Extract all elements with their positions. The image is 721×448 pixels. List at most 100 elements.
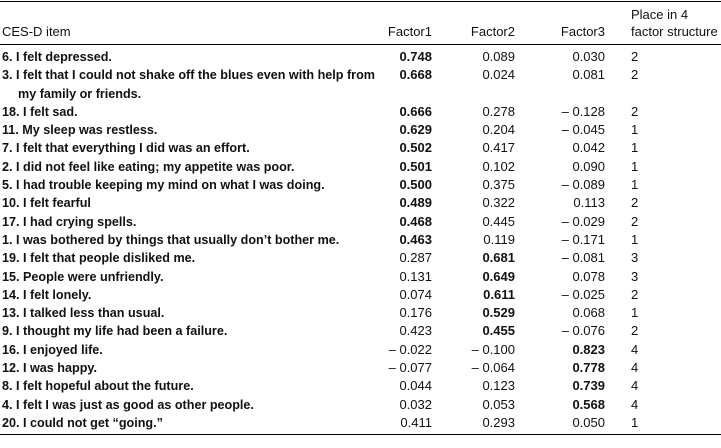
loading-cell: 0.823 bbox=[572, 341, 605, 357]
loading-cell: 0.044 bbox=[399, 378, 432, 394]
loading-cell: 0.681 bbox=[482, 250, 515, 266]
loading-cell: 0.102 bbox=[482, 158, 515, 174]
place-cell: 3 bbox=[631, 268, 639, 284]
place-cell: 4 bbox=[631, 360, 639, 376]
loading-cell: – 0.171 bbox=[561, 231, 605, 247]
loading-cell: – 0.045 bbox=[561, 122, 605, 138]
loading-cell: – 0.025 bbox=[561, 286, 605, 302]
place-cell: 4 bbox=[631, 341, 639, 357]
item-cell: 11. My sleep was restless. bbox=[2, 123, 158, 138]
table-row: 18. I felt sad. 0.666 0.278 – 0.128 2 bbox=[0, 103, 721, 121]
loading-cell: 0.375 bbox=[482, 177, 515, 193]
table-row: 6. I felt depressed. 0.748 0.089 0.030 2 bbox=[0, 45, 721, 67]
loading-cell: 0.629 bbox=[399, 122, 432, 138]
loadings-table: CES-D item Factor1 Factor2 Factor3 Place… bbox=[0, 1, 721, 436]
table-row: 4. I felt I was just as good as other pe… bbox=[0, 396, 721, 414]
item-cell: 16. I enjoyed life. bbox=[2, 342, 103, 357]
loading-cell: 0.176 bbox=[399, 305, 432, 321]
loading-cell: – 0.077 bbox=[388, 360, 432, 376]
loading-cell: 0.050 bbox=[572, 414, 605, 430]
loading-cell: 0.293 bbox=[482, 414, 515, 430]
place-cell: 3 bbox=[631, 250, 639, 266]
loading-cell: 0.089 bbox=[482, 49, 515, 64]
loading-cell: – 0.089 bbox=[561, 177, 605, 193]
loading-cell: 0.668 bbox=[399, 67, 432, 83]
place-cell: 2 bbox=[631, 286, 639, 302]
loading-cell: 0.131 bbox=[399, 268, 432, 284]
place-cell: 2 bbox=[631, 49, 639, 64]
loading-cell: 0.090 bbox=[572, 158, 605, 174]
header-cell: Factor2 bbox=[432, 1, 515, 45]
loading-cell: 0.568 bbox=[572, 396, 605, 412]
loading-cell: – 0.076 bbox=[561, 323, 605, 339]
loading-cell: – 0.022 bbox=[388, 341, 432, 357]
table-row: 15. People were unfriendly. 0.131 0.649 0.0… bbox=[0, 268, 721, 286]
loading-cell: 0.123 bbox=[482, 378, 515, 394]
table-row: 10. I felt fearful 0.489 0.322 0.113 2 bbox=[0, 194, 721, 212]
loading-cell: 0.463 bbox=[399, 231, 432, 247]
loading-cell: 0.024 bbox=[482, 67, 515, 83]
item-cell: 7. I felt that everything I did was an e… bbox=[2, 141, 250, 156]
header-cell: Factor1 bbox=[386, 1, 432, 45]
loading-cell: 0.501 bbox=[399, 158, 432, 174]
loading-cell: – 0.081 bbox=[561, 250, 605, 266]
table-row: 17. I had crying spells. 0.468 0.445 – 0.02… bbox=[0, 213, 721, 231]
loading-cell: 0.278 bbox=[482, 103, 515, 119]
place-cell: 1 bbox=[631, 177, 639, 193]
item-cell: 20. I could not get “going.” bbox=[2, 415, 163, 430]
loading-cell: – 0.064 bbox=[471, 360, 515, 376]
place-cell: 1 bbox=[631, 122, 639, 138]
table-row: 19. I felt that people disliked me. 0.287… bbox=[0, 249, 721, 267]
table-row: 2. I did not feel like eating; my appeti… bbox=[0, 158, 721, 176]
item-cell: 14. I felt lonely. bbox=[2, 287, 92, 302]
header-cell: Factor3 bbox=[515, 1, 605, 45]
loading-cell: – 0.029 bbox=[561, 213, 605, 229]
header-cell: CES-D item bbox=[0, 1, 386, 45]
loading-cell: 0.053 bbox=[482, 396, 515, 412]
table-row: 9. I thought my life had been a failure.… bbox=[0, 322, 721, 340]
place-cell: 1 bbox=[631, 158, 639, 174]
loading-cell: 0.068 bbox=[572, 305, 605, 321]
table-row: 14. I felt lonely. 0.074 0.611 – 0.025 2 bbox=[0, 286, 721, 304]
table-header: CES-D item Factor1 Factor2 Factor3 Place… bbox=[0, 1, 721, 45]
place-cell: 2 bbox=[631, 103, 639, 119]
loading-cell: 0.468 bbox=[399, 213, 432, 229]
table-row: 20. I could not get “going.” 0.411 0.293 0.… bbox=[0, 414, 721, 435]
loading-cell: 0.042 bbox=[572, 140, 605, 156]
loading-cell: 0.502 bbox=[399, 140, 432, 156]
loading-cell: 0.287 bbox=[399, 250, 432, 266]
loading-cell: – 0.100 bbox=[471, 341, 515, 357]
item-cell: 12. I was happy. bbox=[2, 361, 97, 376]
loading-cell: 0.113 bbox=[573, 195, 605, 211]
loading-cell: 0.423 bbox=[399, 323, 432, 339]
item-cell: 6. I felt depressed. bbox=[2, 50, 112, 64]
table-row: 3. I felt that I could not shake off the… bbox=[0, 66, 721, 103]
item-cell: 5. I had trouble keeping my mind on what… bbox=[2, 178, 325, 193]
table-row: 16. I enjoyed life. – 0.022 – 0.100 0.823 4 bbox=[0, 341, 721, 359]
item-cell: 15. People were unfriendly. bbox=[2, 269, 164, 284]
place-cell: 1 bbox=[631, 305, 639, 321]
place-cell: 1 bbox=[631, 414, 639, 430]
loading-cell: 0.411 bbox=[400, 414, 432, 430]
loading-cell: 0.417 bbox=[482, 140, 515, 156]
loading-cell: 0.500 bbox=[399, 177, 432, 193]
table-row: 8. I felt hopeful about the future. 0.044… bbox=[0, 377, 721, 395]
place-cell: 2 bbox=[631, 195, 639, 211]
place-cell: 2 bbox=[631, 213, 639, 229]
item-cell: 8. I felt hopeful about the future. bbox=[2, 379, 194, 394]
place-cell: 1 bbox=[631, 140, 639, 156]
loading-cell: 0.739 bbox=[572, 378, 605, 394]
table-row: 13. I talked less than usual. 0.176 0.529 0… bbox=[0, 304, 721, 322]
item-cell: 17. I had crying spells. bbox=[2, 214, 137, 229]
item-cell: 19. I felt that people disliked me. bbox=[2, 251, 196, 266]
loading-cell: 0.030 bbox=[572, 49, 605, 64]
item-cell: 18. I felt sad. bbox=[2, 104, 78, 119]
loading-cell: 0.074 bbox=[399, 286, 432, 302]
table-row: 7. I felt that everything I did was an e… bbox=[0, 139, 721, 157]
header-cell: Place in 4 factor structure bbox=[605, 1, 721, 45]
loading-cell: 0.666 bbox=[399, 103, 432, 119]
loading-cell: 0.489 bbox=[399, 195, 432, 211]
loading-cell: 0.119 bbox=[483, 231, 515, 247]
table-body: 6. I felt depressed. 0.748 0.089 0.030 2 3. I… bbox=[0, 45, 721, 435]
